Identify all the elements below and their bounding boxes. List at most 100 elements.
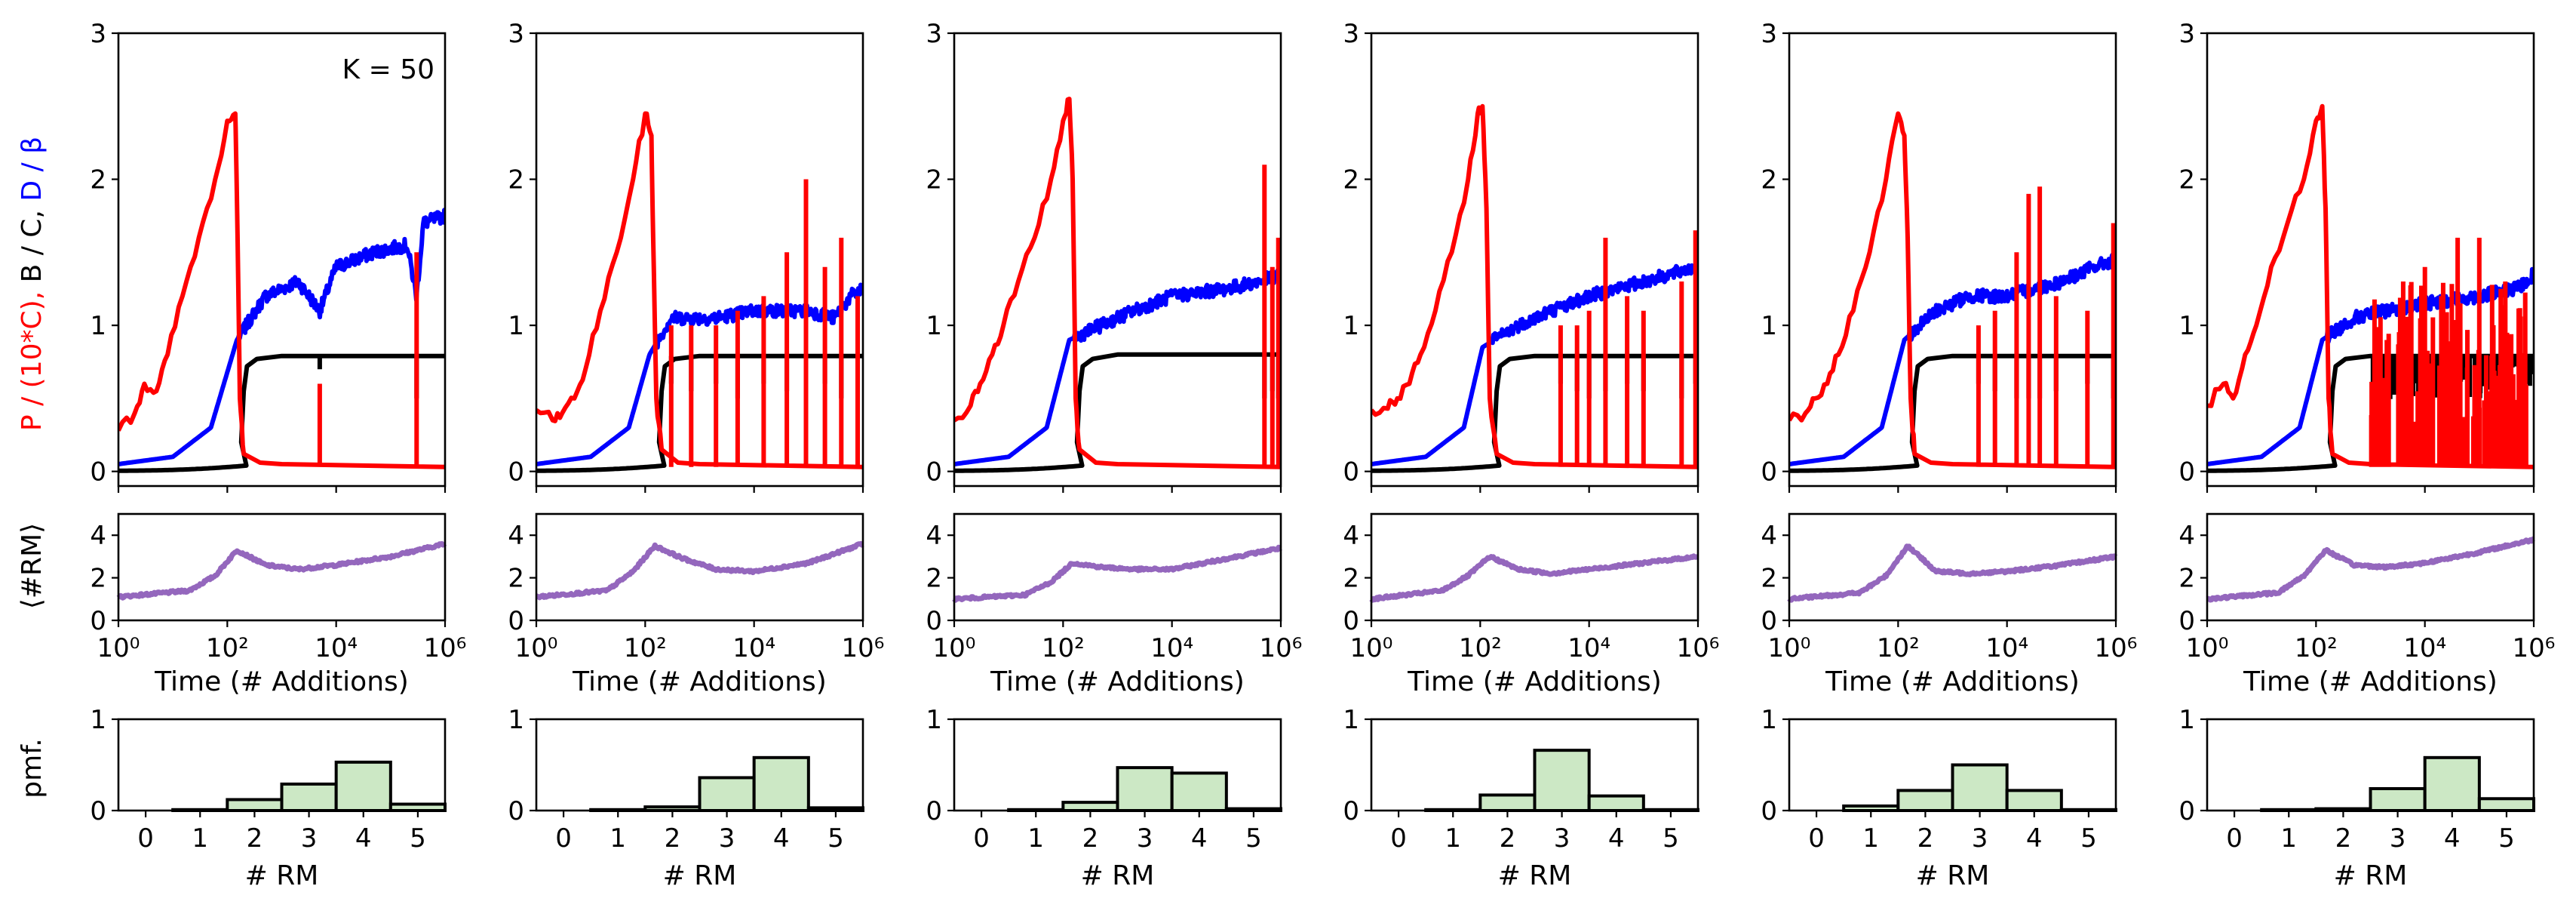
top-y-tick-label: 0 [1761, 457, 1777, 488]
bottom-plot-frame [2206, 718, 2535, 812]
rm-series-line [1787, 543, 2118, 603]
top-plot: 0 1 2 3 [90, 19, 447, 493]
top-y-tick-label: 0 [1343, 457, 1359, 488]
bottom-x-tick-label: 1 [2280, 823, 2297, 854]
bottom-y-axis-label: pmf. [17, 738, 48, 798]
mid-x-tick-label: 10⁶ [842, 633, 885, 663]
mid-x-tick-label: 10² [1877, 633, 1920, 663]
bottom-x-tick-label: 2 [665, 823, 681, 854]
p-series-line [1371, 103, 1698, 469]
pmf-bar [334, 760, 392, 812]
bottom-x-tick-label: 5 [410, 823, 426, 854]
top-y-tick-label: 2 [90, 165, 106, 195]
mid-x-tick-label: 10⁶ [2095, 633, 2138, 663]
mid-x-tick-label: 10⁴ [315, 633, 358, 663]
top-plot: 0 1 2 3 [926, 19, 1282, 493]
bottom-x-tick-label: 0 [973, 823, 990, 854]
rm-series-line [534, 540, 865, 601]
bottom-x-tick-label: 3 [1972, 823, 1988, 854]
mid-y-tick-label: 2 [1761, 564, 1777, 594]
bottom-x-tick-label: 3 [301, 823, 318, 854]
top-plot-frame [1370, 32, 1699, 488]
top-y-tick-label: 3 [2178, 19, 2195, 49]
bottom-plot-frame [117, 718, 447, 812]
bottom-y-tick-label: 1 [926, 705, 942, 735]
mid-plot-frame [1370, 512, 1699, 622]
top-plot: 0 1 2 3 [508, 19, 864, 493]
top-plot-frame [117, 32, 447, 488]
bottom-plot: 0 1 0 1 2 3 4 5 # RM [926, 705, 1283, 891]
bottom-x-tick-label: 3 [2390, 823, 2406, 854]
time-axis-label: Time (# Additions) [990, 666, 1245, 697]
top-y-axis-label-p: P / (10*C), [17, 282, 48, 431]
top-y-tick-label: 2 [1343, 165, 1359, 195]
mid-plot: 0 2 4 10⁰ 10² 10⁴ 10⁶ Time (# Additions) [508, 512, 885, 697]
pmf-bar [1587, 794, 1645, 813]
top-y-tick-label: 1 [90, 311, 106, 341]
p-series-line [118, 111, 445, 469]
bottom-x-tick-label: 2 [1917, 823, 1934, 854]
bottom-y-tick-label: 1 [90, 705, 106, 735]
pmf-bar [226, 798, 284, 812]
mid-x-tick-label: 10⁶ [424, 633, 467, 663]
top-y-tick-label: 2 [926, 165, 942, 195]
rm-series-line [116, 541, 447, 601]
top-series [954, 97, 1281, 473]
pmf-bar [2477, 797, 2535, 813]
top-plot: 0 1 2 3 [1343, 19, 1699, 493]
time-axis-label: Time (# Additions) [1825, 666, 2080, 697]
d-series-line [1789, 252, 2116, 466]
top-plot: 0 1 2 3 [2178, 19, 2535, 493]
time-axis-label: Time (# Additions) [2243, 666, 2498, 697]
bottom-x-tick-label: 0 [555, 823, 572, 854]
bottom-x-tick-label: 0 [2226, 823, 2243, 854]
mid-y-tick-label: 0 [90, 606, 106, 636]
mid-x-tick-label: 10⁴ [732, 633, 775, 663]
top-plot-frame [1788, 32, 2117, 488]
pmf-bar [1896, 789, 1954, 813]
p-series-line [536, 111, 863, 469]
bottom-plot-frame [535, 718, 864, 812]
time-axis-label: Time (# Additions) [1407, 666, 1662, 697]
top-y-axis-label-d: D / β [17, 137, 48, 202]
bottom-x-tick-label: 5 [2498, 823, 2515, 854]
mid-plot-frame [117, 512, 447, 622]
top-y-tick-label: 0 [90, 457, 106, 488]
bottom-x-tick-label: 3 [1554, 823, 1570, 854]
pmf-bar [1478, 793, 1537, 813]
top-y-tick-label: 1 [2178, 311, 2195, 341]
mid-x-tick-label: 10⁰ [1350, 633, 1393, 663]
bottom-x-tick-label: 5 [1245, 823, 1262, 854]
time-axis-label: Time (# Additions) [572, 666, 827, 697]
rm-axis-label: # RM [245, 860, 319, 891]
mid-y-tick-label: 0 [508, 606, 524, 636]
pmf-bar [1170, 771, 1228, 813]
rm-series-line [952, 544, 1283, 603]
bottom-x-tick-label: 5 [1663, 823, 1679, 854]
pmf-bar [1533, 749, 1591, 813]
bottom-x-tick-label: 5 [827, 823, 844, 854]
top-y-axis-label-b: B / C, [17, 202, 48, 283]
mid-y-tick-label: 0 [1761, 606, 1777, 636]
bottom-plot: 0 1 0 1 2 3 4 5 # RM [1761, 705, 2117, 891]
k-annotation: K = 50 [342, 54, 434, 85]
p-series-line [954, 97, 1281, 469]
pmf-bar [2423, 755, 2481, 813]
mid-x-tick-label: 10² [1459, 633, 1502, 663]
bottom-plot: 0 1 0 1 2 3 4 5 # RM [508, 705, 865, 891]
bottom-x-tick-label: 1 [1862, 823, 1879, 854]
bottom-x-tick-label: 1 [1445, 823, 1461, 854]
top-y-tick-label: 1 [926, 311, 942, 341]
top-series [118, 111, 445, 473]
rm-axis-label: # RM [1081, 860, 1155, 891]
mid-y-tick-label: 4 [1761, 521, 1777, 551]
top-plot: 0 1 2 3 [1761, 19, 2117, 493]
bottom-y-tick-label: 0 [90, 796, 106, 826]
pmf-bar [1061, 801, 1119, 812]
mid-x-tick-label: 10⁰ [515, 633, 558, 663]
b-series-line [118, 353, 445, 473]
mid-x-tick-label: 10⁶ [2513, 633, 2556, 663]
